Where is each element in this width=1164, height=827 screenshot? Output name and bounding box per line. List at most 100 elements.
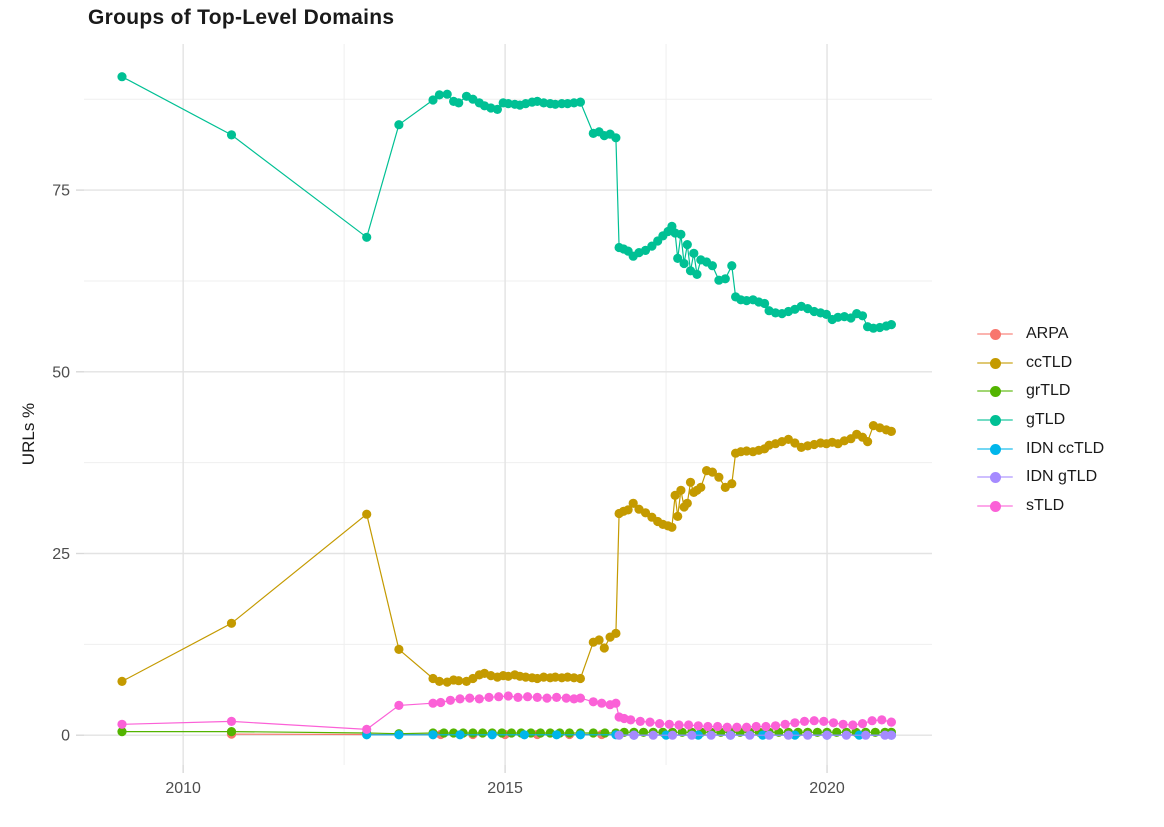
data-point-ccTLD xyxy=(575,673,586,684)
data-point-ccTLD xyxy=(790,438,800,448)
data-point-gTLD xyxy=(394,120,404,130)
data-point-ccTLD xyxy=(594,635,604,645)
legend-label: gTLD xyxy=(1026,411,1066,429)
data-point-sTLD xyxy=(703,721,713,732)
data-point-ccTLD xyxy=(886,426,897,436)
data-point-ccTLD xyxy=(362,509,372,519)
data-point-grTLD xyxy=(439,728,449,738)
data-point-grTLD xyxy=(117,727,127,737)
data-point-gTLD xyxy=(428,95,438,105)
data-point-sTLD xyxy=(770,721,781,731)
data-point-sTLD xyxy=(780,719,790,729)
data-point-gTLD xyxy=(682,240,692,250)
x-tick-label: 2015 xyxy=(487,780,523,797)
data-point-sTLD xyxy=(751,721,761,732)
data-point-sTLD xyxy=(611,698,621,708)
data-point-gTLD xyxy=(857,311,868,321)
series-line-gTLD xyxy=(121,76,892,329)
legend-key-icon xyxy=(977,413,1013,427)
data-point-ccTLD xyxy=(682,498,692,508)
data-point-sTLD xyxy=(886,717,897,727)
data-point-IDN-gTLD xyxy=(706,730,716,740)
data-point-sTLD xyxy=(809,716,819,726)
legend-key-icon xyxy=(977,356,1013,370)
data-point-IDN-ccTLD xyxy=(428,730,438,740)
data-point-gTLD xyxy=(679,258,689,269)
legend-key-dot xyxy=(990,329,1001,341)
series-line-grTLD xyxy=(122,730,892,735)
data-point-ccTLD xyxy=(434,676,444,687)
data-point-gTLD xyxy=(727,261,737,271)
data-point-grTLD xyxy=(497,728,507,738)
data-point-sTLD xyxy=(503,691,513,701)
data-point-sTLD xyxy=(790,718,800,728)
data-point-gTLD xyxy=(707,261,718,271)
legend-key-dot xyxy=(990,500,1001,512)
data-point-IDN-gTLD xyxy=(861,730,871,740)
data-point-IDN-gTLD xyxy=(687,730,697,740)
data-point-ccTLD xyxy=(667,522,677,532)
data-point-IDN-ccTLD xyxy=(519,730,530,740)
data-point-ccTLD xyxy=(454,676,464,686)
data-point-sTLD xyxy=(838,719,848,729)
data-point-grTLD xyxy=(226,727,237,737)
x-tick-label: 2010 xyxy=(165,780,201,797)
data-point-IDN-gTLD xyxy=(886,730,897,740)
data-point-sTLD xyxy=(561,693,571,703)
data-point-sTLD xyxy=(428,698,438,708)
data-point-IDN-ccTLD xyxy=(575,730,586,740)
data-point-grTLD xyxy=(506,728,517,738)
data-point-sTLD xyxy=(867,716,877,726)
legend-key-icon xyxy=(977,442,1013,456)
data-point-sTLD xyxy=(513,692,523,703)
y-tick-label: 50 xyxy=(52,364,70,381)
data-point-IDN-ccTLD xyxy=(552,730,562,740)
data-point-IDN-gTLD xyxy=(764,730,774,740)
data-point-ccTLD xyxy=(611,628,621,639)
data-point-sTLD xyxy=(626,715,636,725)
data-point-sTLD xyxy=(674,720,684,730)
legend-label: sTLD xyxy=(1026,496,1065,514)
legend-key-icon xyxy=(977,327,1013,341)
data-point-sTLD xyxy=(484,692,494,703)
legend: ARPA ccTLD grTLD gTLD IDN ccTLD IDN gTLD sTLD xyxy=(977,320,1104,520)
data-point-IDN-ccTLD xyxy=(487,730,497,740)
data-point-sTLD xyxy=(819,716,829,727)
data-point-gTLD xyxy=(226,130,237,140)
data-point-ccTLD xyxy=(599,643,609,653)
data-point-grTLD xyxy=(468,728,478,738)
data-point-ccTLD xyxy=(676,485,686,495)
data-point-gTLD xyxy=(692,269,702,279)
data-point-IDN-gTLD xyxy=(822,730,832,740)
data-point-grTLD xyxy=(564,728,575,738)
data-point-gTLD xyxy=(492,104,502,114)
data-point-sTLD xyxy=(362,724,372,735)
legend-label: ARPA xyxy=(1026,325,1069,343)
data-point-sTLD xyxy=(645,717,655,727)
legend-key-dot xyxy=(990,443,1001,455)
legend-item-grTLD: grTLD xyxy=(977,377,1104,406)
legend-item-IDN-gTLD: IDN gTLD xyxy=(977,463,1104,492)
data-point-gTLD xyxy=(611,133,621,143)
data-point-IDN-ccTLD xyxy=(394,730,404,740)
data-point-IDN-gTLD xyxy=(725,730,736,740)
data-point-sTLD xyxy=(436,697,446,708)
data-point-sTLD xyxy=(848,720,858,730)
legend-key-dot xyxy=(990,357,1001,369)
x-tick-label: 2020 xyxy=(809,780,845,797)
data-point-grTLD xyxy=(478,728,488,738)
data-point-sTLD xyxy=(532,692,542,703)
y-tick-label: 0 xyxy=(61,728,70,745)
data-point-sTLD xyxy=(799,716,810,727)
data-point-gTLD xyxy=(442,89,452,99)
data-point-sTLD xyxy=(494,692,504,702)
data-point-sTLD xyxy=(542,693,552,703)
y-tick-label: 75 xyxy=(52,183,70,200)
data-point-grTLD xyxy=(600,728,610,738)
data-point-ccTLD xyxy=(685,477,696,487)
data-point-grTLD xyxy=(588,728,598,738)
legend-key-icon xyxy=(977,499,1013,513)
data-point-sTLD xyxy=(588,697,598,707)
